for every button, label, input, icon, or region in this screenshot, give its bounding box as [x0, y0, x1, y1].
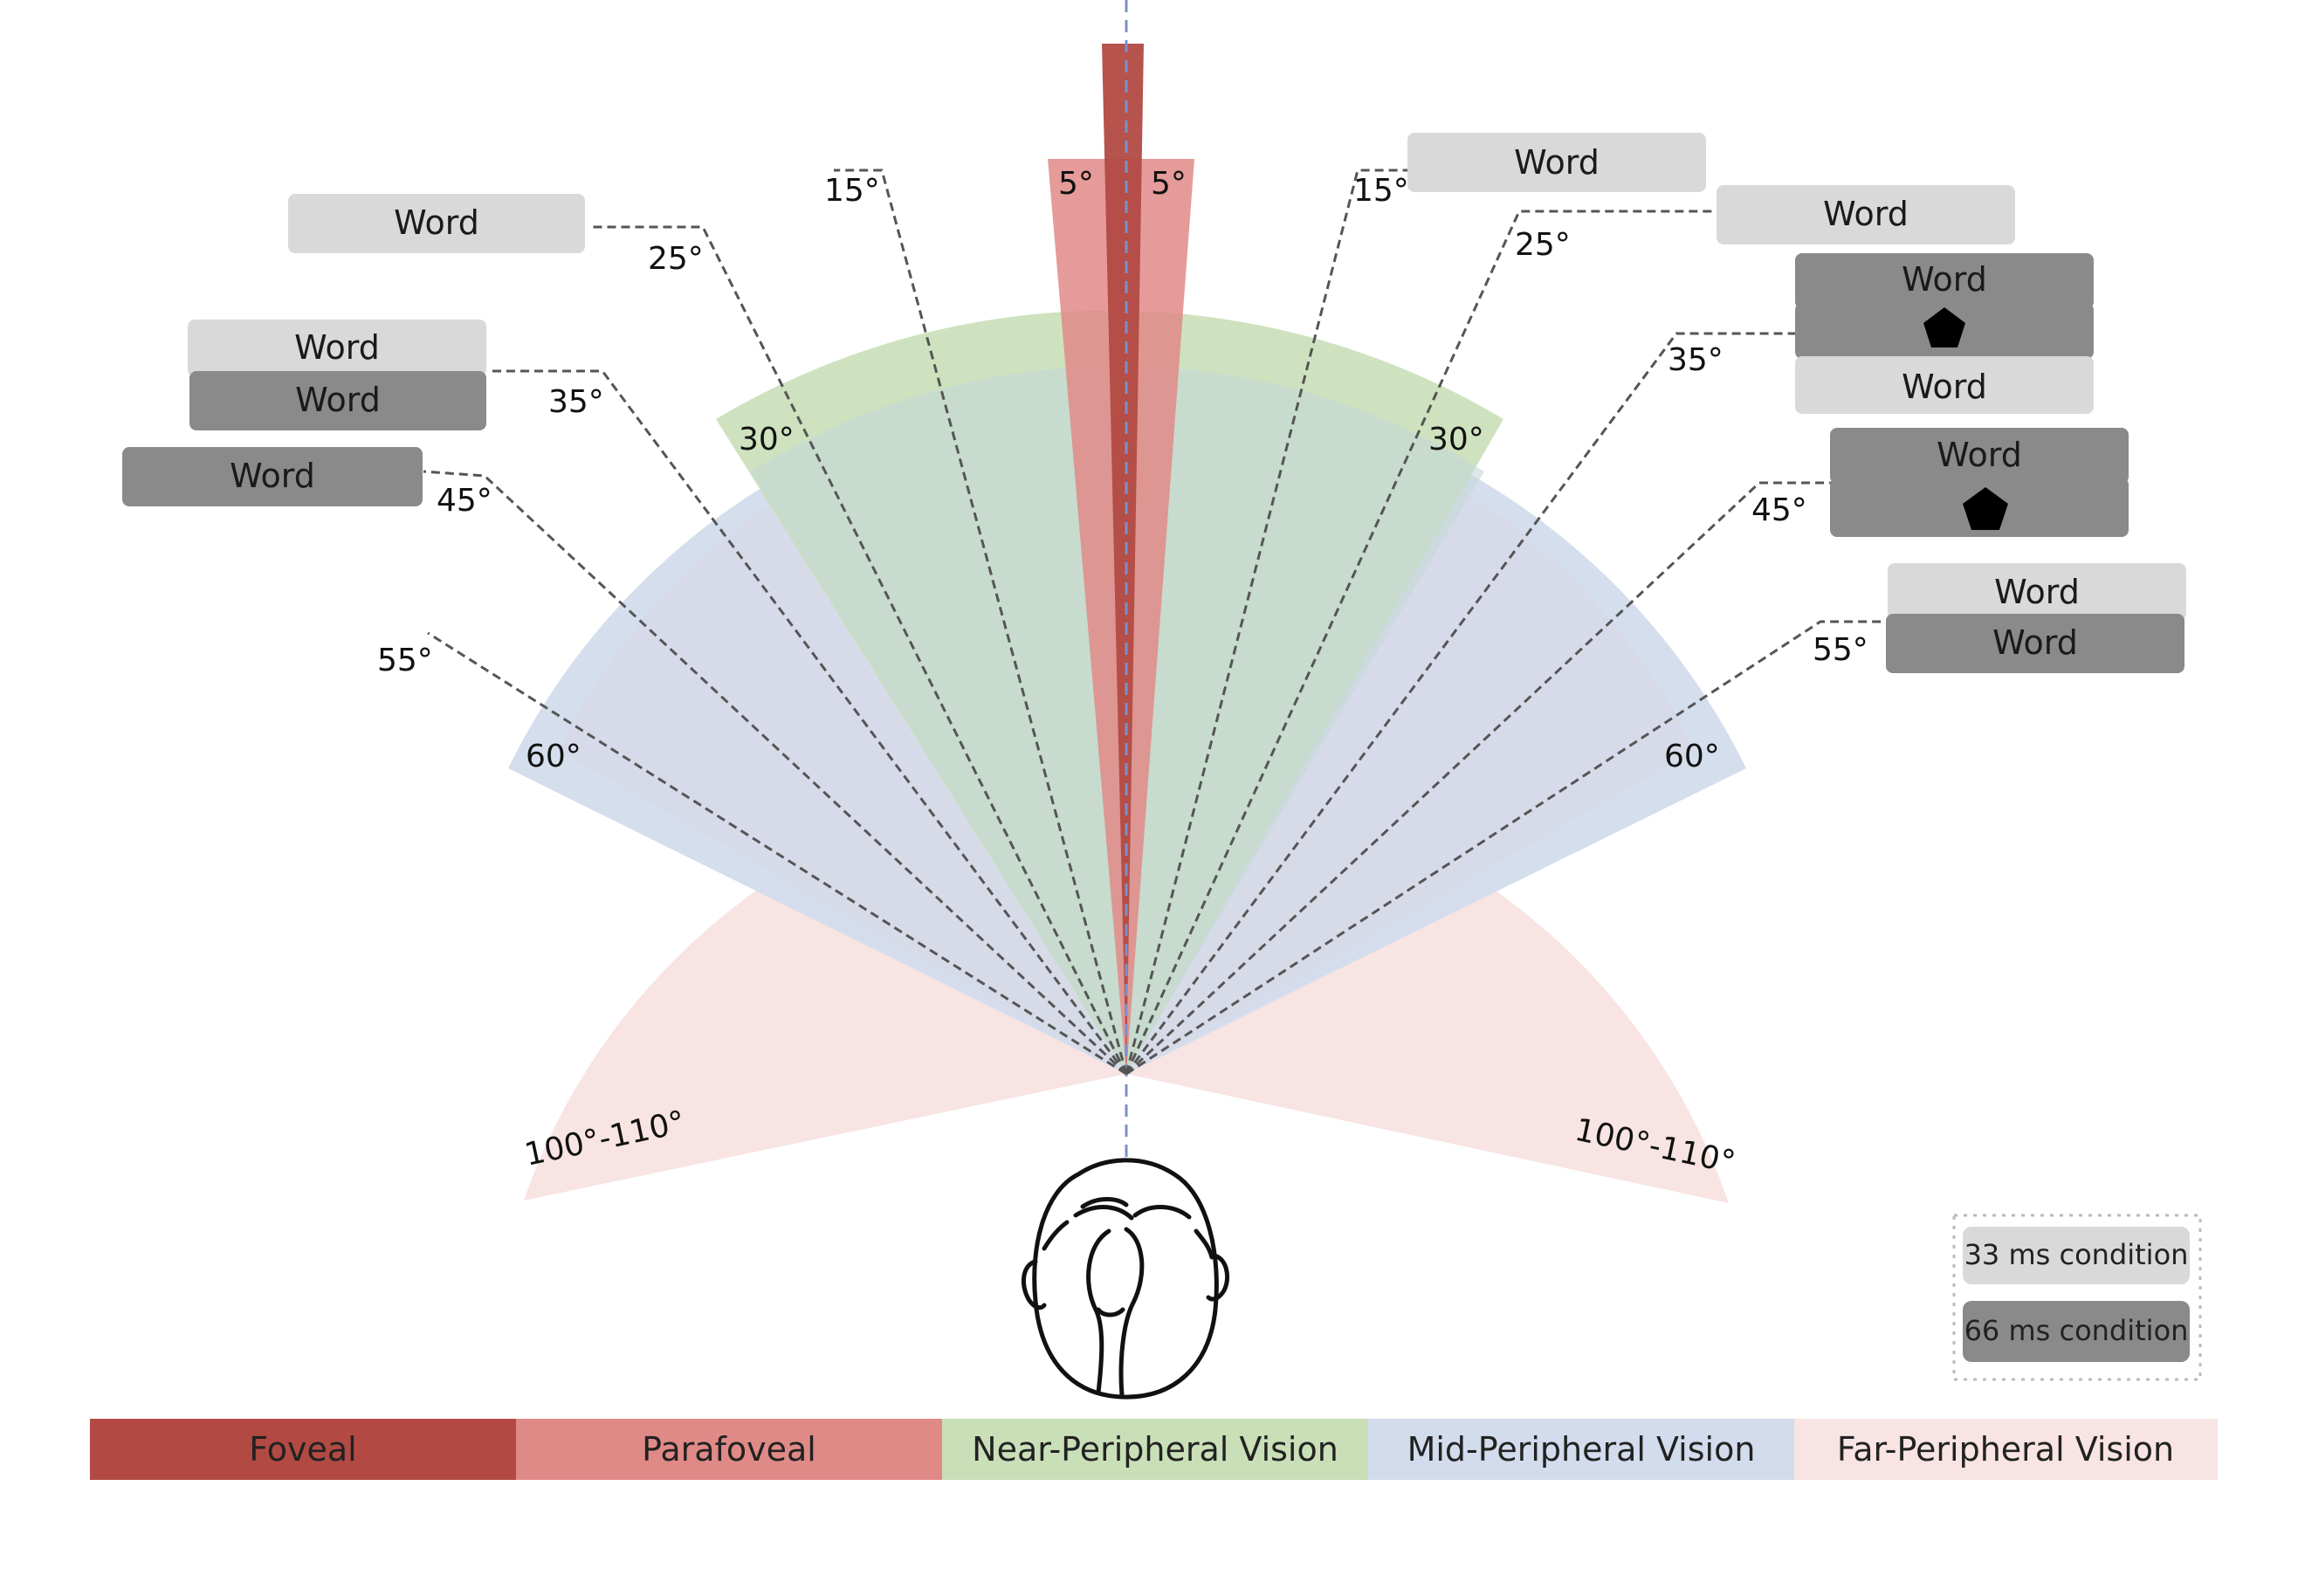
ray-left-15 — [834, 169, 1128, 1075]
ray-right-35 — [1125, 332, 1799, 1075]
ray-right-25-label: 25° — [1515, 227, 1571, 263]
ray-left-15-label: 15° — [824, 173, 880, 209]
word-box-text: Word — [1902, 260, 1987, 299]
word-box — [1830, 428, 2129, 484]
parafoveal-left-label: 5° — [1058, 166, 1094, 202]
word-box — [188, 320, 486, 377]
word-box — [1795, 356, 2094, 414]
stimulus-left-35: Word Word — [188, 320, 486, 430]
rays-left — [423, 169, 1128, 1076]
zone-bar: Foveal Parafoveal Near-Peripheral Vision… — [90, 1419, 2218, 1480]
ray-left-55-label: 55° — [377, 643, 433, 678]
word-box-text: Word — [1514, 143, 1600, 182]
rays-right — [1125, 169, 1886, 1076]
word-box-text: Word — [1902, 368, 1987, 406]
ray-right-55 — [1125, 620, 1886, 1076]
ray-right-15-label: 15° — [1353, 173, 1409, 209]
ray-right-15 — [1125, 169, 1410, 1075]
legend-light-label: 33 ms condition — [1964, 1238, 2189, 1271]
ray-right-35-label: 35° — [1668, 342, 1724, 378]
pentagon-icon — [1923, 307, 1965, 347]
near-right-label: 30° — [1428, 422, 1484, 457]
ray-left-35 — [489, 369, 1128, 1075]
word-box-text: Word — [294, 328, 380, 367]
zone-foveal — [90, 1419, 516, 1480]
word-box — [1407, 133, 1706, 192]
ray-right-45 — [1125, 481, 1834, 1076]
word-box — [1717, 185, 2015, 244]
ray-left-55 — [427, 631, 1127, 1076]
word-box — [189, 371, 486, 430]
stimulus-left-25: Word — [288, 194, 585, 253]
zone-mid-peripheral-label: Mid-Peripheral Vision — [1407, 1430, 1756, 1469]
zone-foveal-label: Foveal — [249, 1430, 356, 1469]
stimulus-right-15: Word — [1407, 133, 1706, 192]
word-box — [1886, 614, 2184, 673]
word-box — [288, 194, 585, 253]
word-box-text: Word — [1992, 623, 2078, 662]
ray-left-35-label: 35° — [548, 384, 604, 420]
zone-near-peripheral — [942, 1419, 1368, 1480]
ray-left-45-label: 45° — [437, 483, 492, 519]
stimulus-right-35: Word Word — [1795, 253, 2094, 414]
word-box — [122, 447, 423, 506]
word-box-text: Word — [230, 457, 315, 495]
word-box — [1795, 253, 2094, 309]
near-left-label: 30° — [739, 422, 795, 457]
word-box-text: Word — [394, 203, 479, 242]
stimulus-right-25: Word — [1717, 185, 2015, 244]
mid-right-label: 60° — [1664, 739, 1720, 774]
foveal-sector — [1102, 44, 1144, 1074]
legend-swatch-light — [1963, 1227, 2190, 1284]
ray-right-25 — [1125, 210, 1720, 1075]
word-box-text: Word — [1937, 436, 2022, 474]
parafoveal-right-label: 5° — [1151, 166, 1187, 202]
word-box — [1888, 563, 2186, 621]
ray-right-45-label: 45° — [1751, 492, 1807, 528]
stimulus-right-45: Word — [1830, 428, 2129, 537]
legend-dark-label: 66 ms condition — [1964, 1314, 2189, 1347]
ray-left-25-label: 25° — [648, 241, 704, 277]
ray-right-55-label: 55° — [1813, 632, 1868, 668]
stimulus-left-45: Word — [122, 447, 423, 506]
legend-frame — [1952, 1214, 2202, 1381]
zone-mid-peripheral — [1368, 1419, 1794, 1480]
head-top-view-icon — [1021, 1158, 1229, 1400]
zone-parafoveal-label: Parafoveal — [642, 1430, 816, 1469]
zone-parafoveal — [516, 1419, 942, 1480]
word-box-text: Word — [1823, 195, 1909, 233]
zone-far-peripheral-label: Far-Peripheral Vision — [1837, 1430, 2174, 1469]
legend-swatch-dark — [1963, 1301, 2190, 1362]
word-box-text: Word — [1994, 573, 2080, 611]
pentagon-icon — [1963, 487, 2008, 530]
stimulus-right-55: Word Word — [1886, 563, 2186, 673]
ray-left-25 — [589, 225, 1128, 1075]
mid-left-label: 60° — [526, 739, 581, 774]
word-box-text: Word — [295, 381, 381, 419]
zone-near-peripheral-label: Near-Peripheral Vision — [972, 1430, 1338, 1469]
zone-far-peripheral — [1794, 1419, 2218, 1480]
